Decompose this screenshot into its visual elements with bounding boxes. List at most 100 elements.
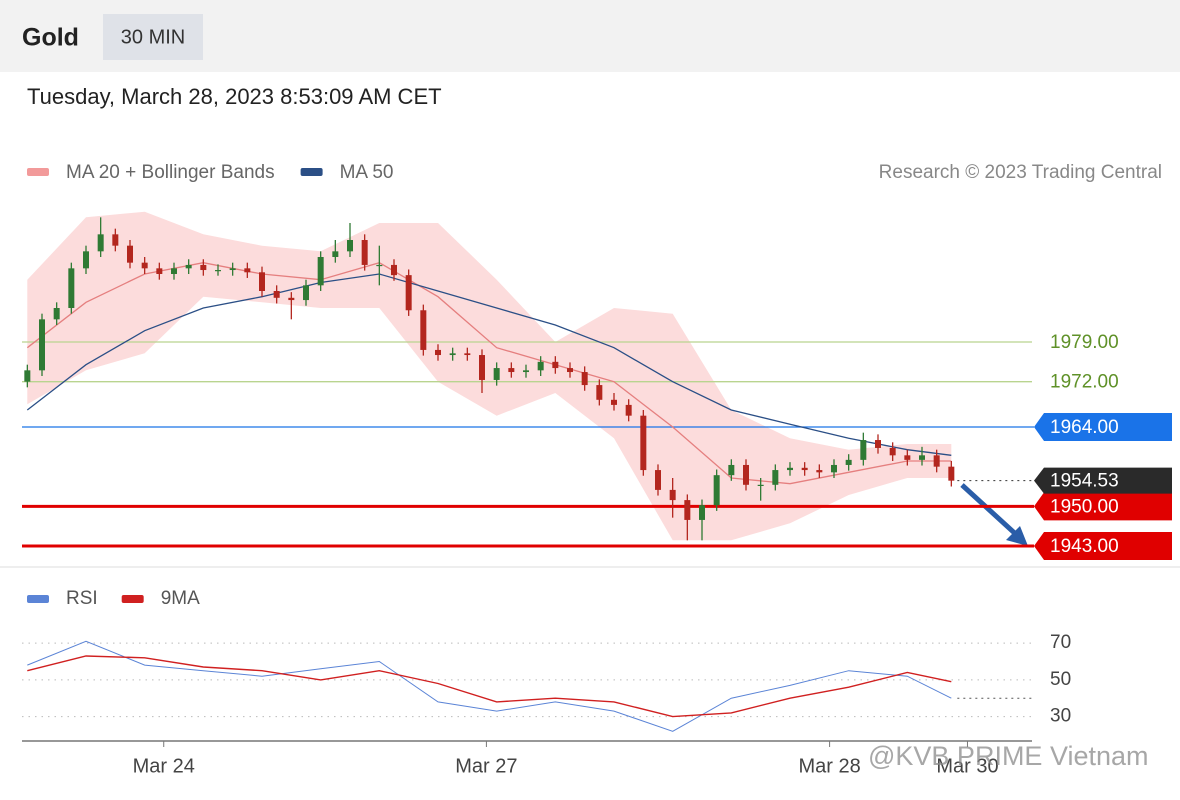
candle-body: [156, 268, 163, 274]
x-tick-label: Mar 30: [936, 755, 998, 777]
level-label: 1964.00: [1050, 417, 1119, 438]
x-tick-label: Mar 27: [455, 755, 517, 777]
candle-body: [273, 291, 280, 298]
source: Research © 2023 Trading Central: [879, 162, 1162, 183]
legend-swatch: [300, 168, 323, 176]
forecast-arrow-head: [1006, 526, 1028, 546]
candle-body: [259, 272, 265, 291]
candle-body: [699, 505, 705, 520]
candle-body: [141, 262, 148, 269]
candle-body: [611, 399, 617, 405]
timeframe-label[interactable]: 30 MIN: [121, 26, 185, 48]
candle-body: [244, 268, 251, 273]
candle-body: [728, 464, 735, 476]
x-tick-label: Mar 24: [133, 755, 195, 777]
candle-body: [171, 268, 177, 274]
rsi-tick-label: 50: [1050, 669, 1071, 690]
candle-body: [24, 370, 31, 382]
candle-body: [361, 240, 368, 265]
candle-body: [435, 349, 441, 356]
candle-body: [567, 368, 573, 373]
candle-body: [347, 240, 353, 252]
candle-body: [39, 319, 45, 371]
candle-body: [757, 484, 764, 486]
timeframe-button[interactable]: [103, 14, 203, 60]
rsi-line: [27, 640, 952, 732]
candle-body: [185, 264, 192, 269]
subtitle: Tuesday, March 28, 2023 8:53:09 AM CET: [27, 84, 442, 109]
candle-body: [581, 372, 588, 386]
rsi-tick-label: 70: [1050, 632, 1071, 653]
candle-body: [83, 251, 89, 269]
candle-body: [317, 257, 324, 286]
candle-body: [889, 447, 896, 456]
candle-body: [391, 264, 397, 276]
candle-body: [493, 368, 500, 380]
candle-body: [537, 361, 544, 371]
candle-body: [801, 467, 808, 471]
chart-title: Gold: [22, 24, 79, 52]
candle-body: [772, 470, 779, 485]
legend-label: MA 50: [340, 162, 394, 183]
candle-body: [449, 353, 456, 356]
candle-body: [523, 370, 529, 373]
candle-body: [552, 361, 559, 369]
level-label: 1979.00: [1050, 332, 1119, 353]
level-label-box: [1034, 532, 1172, 560]
candle-body: [332, 251, 339, 257]
candle-body: [127, 245, 133, 263]
candle-body: [303, 285, 309, 301]
forecast-arrow: [960, 483, 1022, 540]
last-price-label: 1954.53: [1050, 471, 1119, 492]
ma-line: [26, 273, 952, 456]
candle-body: [787, 467, 793, 471]
candle-body: [97, 234, 104, 252]
candle-body: [816, 470, 823, 473]
candle-body: [479, 355, 485, 380]
candle-body: [215, 270, 221, 272]
candle-body: [948, 466, 955, 481]
legend-swatch: [121, 595, 144, 603]
candle-body: [53, 308, 60, 320]
ma-line: [26, 261, 952, 485]
candle-body: [845, 459, 852, 465]
candle-body: [933, 455, 940, 467]
candle-body: [669, 489, 676, 501]
candle-body: [405, 275, 412, 311]
level-label-box: [1034, 492, 1172, 521]
candle-body: [288, 297, 295, 301]
legend-label: RSI: [66, 588, 98, 609]
candle-body: [200, 264, 207, 271]
candle-body: [640, 415, 647, 471]
candle-body: [596, 385, 603, 400]
candle-body: [625, 404, 632, 416]
candle-body: [464, 353, 471, 356]
legend-swatch: [27, 168, 49, 176]
level-label: 1972.00: [1050, 372, 1119, 393]
candle-body: [420, 310, 427, 350]
level-label-box: [1034, 413, 1172, 441]
level-label: 1950.00: [1050, 496, 1119, 517]
x-tick-label: Mar 28: [798, 755, 860, 777]
candle-body: [68, 268, 75, 308]
candle-body: [376, 264, 383, 267]
candle-body: [904, 455, 911, 460]
candle-body: [860, 440, 867, 460]
watermark: @KVB PRIME Vietnam: [868, 741, 1149, 771]
candle-body: [875, 440, 881, 448]
legend-swatch: [27, 595, 49, 603]
last-price-box: [1034, 467, 1172, 494]
candle-body: [112, 234, 119, 246]
legend-label: 9MA: [161, 588, 200, 609]
legend-label: MA 20 + Bollinger Bands: [66, 162, 275, 183]
rsi-line: [27, 655, 952, 718]
candle-body: [655, 470, 661, 490]
candle-body: [229, 268, 236, 271]
candle-body: [743, 464, 749, 485]
candle-body: [919, 455, 925, 460]
bollinger-band: [27, 211, 952, 541]
candle-body: [831, 464, 837, 473]
level-label: 1943.00: [1050, 536, 1119, 557]
candle-body: [713, 475, 720, 506]
